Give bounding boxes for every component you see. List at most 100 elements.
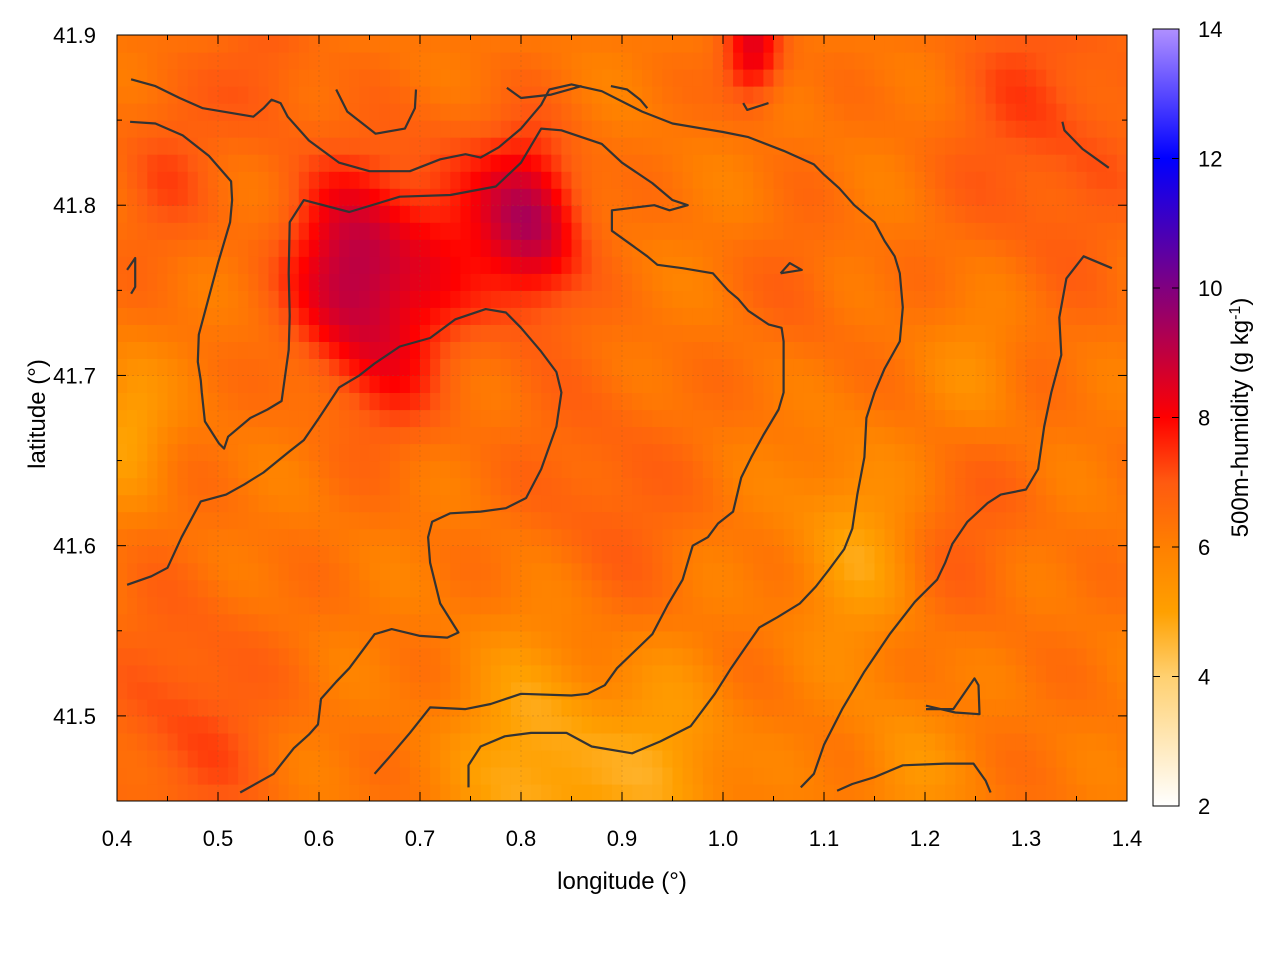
heatmap-cell <box>571 86 583 104</box>
heatmap-cell <box>733 511 744 530</box>
heatmap-cell <box>379 511 391 530</box>
heatmap-cell <box>1036 749 1047 768</box>
heatmap-cell <box>430 69 441 87</box>
heatmap-cell <box>581 239 593 257</box>
heatmap-cell <box>995 681 1007 700</box>
heatmap-cell <box>753 222 764 240</box>
heatmap-cell <box>308 647 320 666</box>
heatmap-cell <box>1096 103 1108 121</box>
heatmap-cell <box>1056 698 1067 717</box>
heatmap-cell <box>662 767 674 785</box>
heatmap-cell <box>147 341 158 359</box>
heatmap-cell <box>470 579 482 598</box>
heatmap-cell <box>440 630 451 649</box>
heatmap-cell <box>1036 647 1047 666</box>
heatmap-cell <box>591 698 603 717</box>
heatmap-cell <box>531 664 542 683</box>
heatmap-cell <box>288 154 300 172</box>
heatmap-cell <box>409 545 421 564</box>
heatmap-cell <box>187 443 199 462</box>
heatmap-cell <box>793 392 805 411</box>
heatmap-cell <box>662 375 674 393</box>
heatmap-cell <box>561 681 573 700</box>
heatmap-cell <box>763 52 775 70</box>
heatmap-cell <box>339 409 350 428</box>
heatmap-cell <box>581 52 593 70</box>
heatmap-cell <box>904 511 916 530</box>
heatmap-cell <box>945 69 956 87</box>
heatmap-cell <box>319 562 330 581</box>
heatmap-cell <box>117 630 128 649</box>
heatmap-cell <box>611 341 623 359</box>
heatmap-cell <box>662 239 674 257</box>
heatmap-cell <box>874 358 886 376</box>
heatmap-cell <box>177 562 189 581</box>
heatmap-cell <box>268 477 280 496</box>
heatmap-cell <box>884 784 896 801</box>
heatmap-cell <box>995 52 1007 70</box>
heatmap-cell <box>692 205 704 223</box>
contour-line <box>130 78 904 788</box>
heatmap-cell <box>228 664 239 683</box>
heatmap-cell <box>369 545 381 564</box>
heatmap-cell <box>975 103 987 121</box>
heatmap-cell <box>591 222 603 240</box>
heatmap-cell <box>935 647 946 666</box>
heatmap-cell <box>935 324 946 342</box>
heatmap-cell <box>884 290 896 308</box>
heatmap-cell <box>601 664 613 683</box>
heatmap-cell <box>197 664 209 683</box>
heatmap-cell <box>389 273 401 291</box>
heatmap-cell <box>278 784 290 801</box>
heatmap-cell <box>995 511 1007 530</box>
heatmap-cell <box>460 545 472 564</box>
heatmap-cell <box>1026 52 1037 70</box>
heatmap-cell <box>137 392 148 411</box>
heatmap-cell <box>914 375 926 393</box>
heatmap-cell <box>420 358 431 376</box>
heatmap-cell <box>248 647 259 666</box>
heatmap-cell <box>369 358 381 376</box>
heatmap-cell <box>551 324 562 342</box>
heatmap-cell <box>440 358 451 376</box>
heatmap-cell <box>803 528 815 547</box>
heatmap-cell <box>1036 784 1047 801</box>
heatmap-cell <box>712 273 724 291</box>
heatmap-cell <box>834 35 845 53</box>
heatmap-cell <box>995 324 1007 342</box>
heatmap-cell <box>278 86 290 104</box>
heatmap-cell <box>551 69 562 87</box>
heatmap-cell <box>218 443 229 462</box>
heatmap-cell <box>339 784 350 801</box>
heatmap-cell <box>1086 749 1098 768</box>
heatmap-cell <box>712 681 724 700</box>
heatmap-cell <box>218 86 229 104</box>
heatmap-cell <box>500 784 512 801</box>
heatmap-cell <box>420 784 431 801</box>
heatmap-cell <box>702 494 714 513</box>
heatmap-cell <box>955 290 966 308</box>
heatmap-cell <box>389 375 401 393</box>
heatmap-cell <box>399 443 411 462</box>
x-tick-label: 0.5 <box>203 826 234 851</box>
heatmap-cell <box>652 698 663 717</box>
heatmap-cell <box>531 426 542 445</box>
heatmap-cell <box>359 732 371 751</box>
heatmap-cell <box>319 511 330 530</box>
heatmap-cell <box>1106 35 1118 53</box>
heatmap-cell <box>207 392 219 411</box>
heatmap-cell <box>500 613 512 632</box>
heatmap-cell <box>864 664 876 683</box>
heatmap-cell <box>935 443 946 462</box>
contour-line <box>800 255 1113 789</box>
heatmap-cell <box>258 443 270 462</box>
heatmap-cell <box>480 749 492 768</box>
heatmap-cell <box>1096 494 1108 513</box>
heatmap-cell <box>995 409 1007 428</box>
heatmap-cell <box>702 154 714 172</box>
heatmap-cell <box>662 222 674 240</box>
heatmap-cell <box>510 392 522 411</box>
heatmap-cell <box>551 154 562 172</box>
heatmap-cell <box>894 35 906 53</box>
heatmap-cell <box>904 341 916 359</box>
